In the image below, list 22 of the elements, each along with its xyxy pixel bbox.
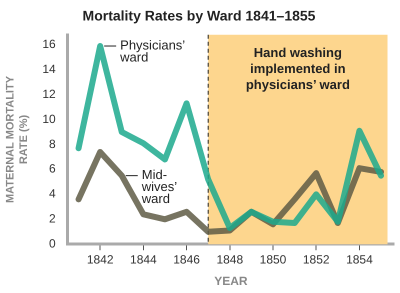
x-tick-label: 1852 xyxy=(302,252,330,267)
y-axis-title: MATERNAL MORTALITY RATE (%) xyxy=(4,75,30,204)
y-tick-label: 10 xyxy=(42,112,56,126)
y-tick-label: 12 xyxy=(42,86,56,101)
y-tick-label: 16 xyxy=(42,37,56,52)
x-tick-label: 1850 xyxy=(260,252,287,267)
y-tick-label: 14 xyxy=(42,62,56,76)
band-label: Hand washing implemented in physicians’ ward xyxy=(246,44,350,92)
y-tick-label: 0 xyxy=(49,236,56,251)
series-label: Mid-wives’ ward xyxy=(140,167,178,206)
y-tick-label: 2 xyxy=(49,212,56,226)
y-tick-label: 8 xyxy=(49,136,56,151)
series-label: Physicians’ ward xyxy=(119,38,186,65)
x-tick-label: 1854 xyxy=(346,252,374,267)
x-axis-title: YEAR xyxy=(214,274,248,288)
chart-title: Mortality Rates by Ward 1841–1855 xyxy=(82,7,316,24)
y-tick-label: 4 xyxy=(49,186,56,201)
x-tick-label: 1848 xyxy=(216,252,244,267)
y-tick-label: 6 xyxy=(49,162,56,176)
x-tick-label: 1842 xyxy=(86,252,114,267)
x-tick-label: 1846 xyxy=(173,252,200,267)
x-tick-label: 1844 xyxy=(130,252,158,267)
